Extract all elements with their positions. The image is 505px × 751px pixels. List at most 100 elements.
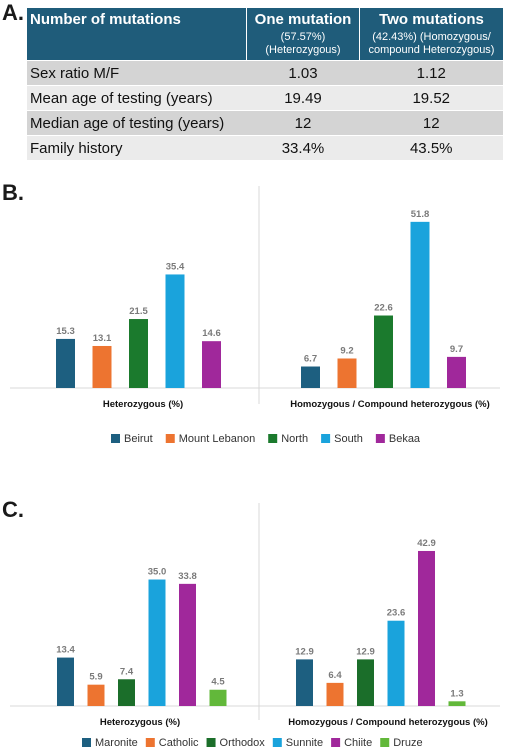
legend-item-north: North [268,433,308,445]
region-bar-chart: 15.3 13.1 21.5 35.4 14.6 Heterozygous (%) 6.7 9… [10,186,500,445]
legend-swatch [165,434,175,443]
legend-label: South [334,433,363,445]
legend-label: Chiite [344,737,372,749]
legend-label: Mount Lebanon [179,433,255,445]
table-row: Sex ratio M/F 1.03 1.12 [27,60,503,86]
table-cell: 1.03 [246,60,360,86]
legend-label: North [281,433,308,445]
legend-item-beirut: Beirut [111,433,153,445]
bar-chiite-heterozygous [179,583,196,706]
table-header-cell: Two mutations (42.43%) (Homozygous/ comp… [359,8,503,61]
row-label: Family history [27,135,247,161]
table-header-cell: Number of mutations [27,8,247,61]
legend-item-sunnite: Sunnite [272,737,323,749]
data-label: 9.7 [450,344,463,355]
data-label: 33.8 [178,571,197,582]
table-cell: 43.5% [359,135,503,161]
panel-label-b: B. [2,180,24,205]
bar-chiite-homozygous [418,550,435,706]
data-label: 21.5 [129,306,148,317]
table-cell: 33.4% [246,135,360,161]
bar-beirut-heterozygous [56,338,75,388]
header-subtitle: (42.43%) (Homozygous/ compound Heterozyg… [368,30,495,56]
legend-swatch [321,434,331,443]
bar-north-heterozygous [129,319,148,388]
legend-item-orthodox: Orthodox [206,737,266,749]
header-subtitle: (57.57%) (Heterozygous) [265,30,341,56]
table-header-cell: One mutation (57.57%) (Heterozygous) [246,8,360,61]
table-cell: 19.52 [359,85,503,111]
bar-maronite-homozygous [296,659,313,706]
header-title: Two mutations [379,11,484,28]
legend-swatch [268,434,278,443]
bar-mount-lebanon-homozygous [337,358,357,388]
legend-label: Sunnite [286,737,323,749]
table-row: Family history 33.4% 43.5% [27,135,503,161]
legend-swatch [145,738,155,747]
data-label: 7.4 [120,666,134,677]
data-label: 13.1 [93,333,112,344]
category-label: Homozygous / Compound heterozygous (%) [290,399,490,410]
legend-label: Orthodox [220,737,266,749]
legend-swatch [111,434,120,443]
legend-label: Bekaa [389,433,421,445]
bar-catholic-homozygous [326,682,344,706]
data-label: 23.6 [387,608,406,619]
bar-orthodox-heterozygous [118,679,135,706]
legend-item-south: South [321,433,363,445]
bar-druze-homozygous [448,701,466,706]
panel-label-c: C. [2,497,24,522]
data-label: 4.5 [211,677,225,688]
legend-swatch [272,738,282,747]
row-label: Mean age of testing (years) [27,85,247,111]
bar-catholic-heterozygous [87,684,105,706]
table-cell: 1.12 [359,60,503,86]
legend-label: Maronite [95,737,138,749]
bar-orthodox-homozygous [357,659,374,706]
legend-swatch [331,738,341,747]
table-header-row: Number of mutations One mutation (57.57%… [27,8,503,61]
legend-label: Druze [393,737,422,749]
data-label: 15.3 [56,326,75,337]
legend-item-maronite: Maronite [82,737,138,749]
table-cell: 19.49 [246,85,360,111]
data-label: 51.8 [411,209,430,220]
bar-bekaa-homozygous [447,356,466,388]
legend-label: Catholic [159,737,199,749]
bar-sunnite-heterozygous [148,579,166,706]
bar-south-homozygous [410,221,430,388]
data-label: 1.3 [450,688,463,699]
bar-maronite-heterozygous [57,657,74,706]
bar-sunnite-homozygous [387,620,405,706]
bar-druze-heterozygous [209,689,227,706]
data-label: 14.6 [202,328,221,339]
header-title: Number of mutations [30,11,181,28]
table-cell: 12 [246,110,360,136]
data-label: 42.9 [417,538,436,549]
data-label: 12.9 [295,646,314,657]
legend-swatch [206,738,216,747]
bar-south-heterozygous [165,274,185,388]
religion-bar-chart: 13.4 5.9 7.4 35.0 33.8 4.5 Heterozygous (%) 12.… [10,503,500,749]
legend-item-mount-lebanon: Mount Lebanon [165,433,255,445]
header-title: One mutation [254,11,352,28]
data-label: 5.9 [89,672,102,683]
category-label: Heterozygous (%) [103,399,183,410]
legend-item-catholic: Catholic [145,737,199,749]
panel-label-a: A. [2,0,24,25]
table-row: Median age of testing (years) 12 12 [27,110,503,136]
bar-north-homozygous [374,315,393,388]
bar-mount-lebanon-heterozygous [92,345,112,388]
table-row: Mean age of testing (years) 19.49 19.52 [27,85,503,111]
data-label: 6.7 [304,354,317,365]
legend-item-bekaa: Bekaa [375,433,421,445]
data-label: 22.6 [374,303,393,314]
legend-item-druze: Druze [380,737,423,749]
legend-swatch [375,434,385,443]
legend-swatch [380,738,390,747]
category-label: Heterozygous (%) [100,717,180,728]
table-cell: 12 [359,110,503,136]
row-label: Sex ratio M/F [27,60,247,86]
data-label: 13.4 [56,645,75,656]
summary-table: Number of mutations One mutation (57.57%… [27,8,503,161]
